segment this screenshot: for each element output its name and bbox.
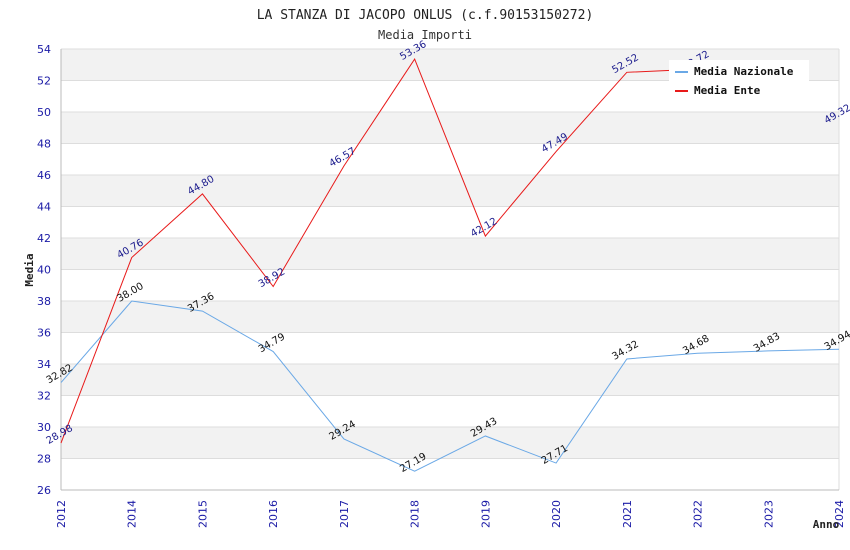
x-tick-label: 2014 <box>126 500 139 528</box>
legend-box <box>669 60 809 102</box>
y-tick-labels: 26 28 30 32 34 36 38 40 42 44 46 48 50 52 54 <box>37 43 51 497</box>
y-tick-label: 54 <box>37 43 51 56</box>
y-tick-label: 32 <box>37 390 51 403</box>
grid-band <box>61 364 839 396</box>
x-axis-label: Anno <box>813 518 840 531</box>
y-axis-label: Media <box>23 253 36 286</box>
legend-label-media-ente: Media Ente <box>694 84 761 97</box>
y-tick-label: 26 <box>37 484 51 497</box>
y-tick-label: 44 <box>37 201 51 214</box>
data-label: 42.12 <box>469 216 499 240</box>
y-tick-label: 38 <box>37 295 51 308</box>
y-tick-label: 46 <box>37 169 51 182</box>
legend: Media Nazionale Media Ente <box>669 60 809 102</box>
series-line-media-nazionale <box>60 300 840 472</box>
y-tick-label: 34 <box>37 358 51 371</box>
grid-bands <box>61 49 839 459</box>
x-tick-label: 2020 <box>550 500 563 528</box>
data-label: 34.79 <box>257 331 287 355</box>
y-tick-label: 42 <box>37 232 51 245</box>
series-line-media-ente <box>60 58 698 444</box>
x-tick-labels: 2012 2014 2015 2016 2017 2018 2019 2020 2021 2022… <box>55 500 846 528</box>
x-tick-label: 2012 <box>55 500 68 528</box>
data-label: 34.32 <box>610 339 640 363</box>
data-label: 46.57 <box>328 146 358 170</box>
grid-band <box>61 175 839 207</box>
grid-band <box>61 301 839 333</box>
x-tick-label: 2023 <box>762 500 775 528</box>
x-tick-label: 2018 <box>409 500 422 528</box>
y-tick-label: 36 <box>37 327 51 340</box>
x-tick-label: 2019 <box>479 500 492 528</box>
x-tick-label: 2017 <box>338 500 351 528</box>
gridlines <box>61 48 840 491</box>
x-tick-label: 2016 <box>267 500 280 528</box>
y-tick-label: 52 <box>37 75 51 88</box>
y-tick-label: 30 <box>37 421 51 434</box>
chart-title: LA STANZA DI JACOPO ONLUS (c.f.901531502… <box>257 8 594 23</box>
legend-label-media-nazionale: Media Nazionale <box>694 65 794 78</box>
y-tick-label: 40 <box>37 264 51 277</box>
series-group <box>60 58 840 472</box>
x-tick-label: 2021 <box>621 500 634 528</box>
y-tick-label: 28 <box>37 453 51 466</box>
y-tick-label: 50 <box>37 106 51 119</box>
grid-band <box>61 238 839 270</box>
chart-subtitle: Media Importi <box>378 28 472 42</box>
x-tick-label: 2024 <box>833 500 846 528</box>
x-tick-label: 2015 <box>196 500 209 528</box>
x-tick-label: 2022 <box>692 500 705 528</box>
y-tick-label: 48 <box>37 138 51 151</box>
grid-band <box>61 112 839 144</box>
